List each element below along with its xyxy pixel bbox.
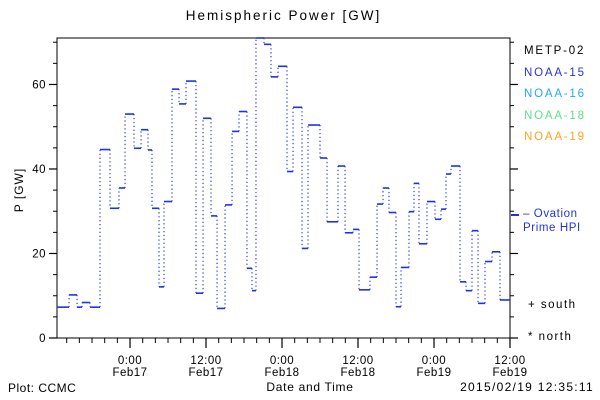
series-legend-line2: Prime HPI <box>523 222 581 234</box>
series-legend-line1: – Ovation <box>523 208 578 220</box>
y-tick-label: 20 <box>32 248 46 260</box>
x-tick-label-time: 0:00 <box>118 355 142 367</box>
y-tick-label: 60 <box>32 79 46 91</box>
marker-key-south: + south <box>528 299 577 311</box>
x-tick-label-date: Feb18 <box>340 367 375 379</box>
y-tick-label: 0 <box>39 333 46 345</box>
x-tick-label-date: Feb19 <box>416 367 451 379</box>
plot-timestamp: 2015/02/19 12:35:11 <box>460 380 594 394</box>
marker-key-north: * north <box>528 331 573 343</box>
legend-item-noaa-15: NOAA-15 <box>524 66 586 79</box>
x-tick-label-date: Feb17 <box>188 367 223 379</box>
legend-item-metp-02: METP-02 <box>524 45 586 57</box>
x-tick-label-time: 12:00 <box>342 355 373 367</box>
satellite-legend: METP-02 NOAA-15 NOAA-16 NOAA-18 NOAA-19 <box>524 45 598 153</box>
x-tick-label-time: 0:00 <box>422 355 446 367</box>
y-axis-label: P [GW] <box>12 167 26 213</box>
legend-item-noaa-16: NOAA-16 <box>524 88 586 100</box>
x-tick-label-date: Feb18 <box>264 367 299 379</box>
x-tick-label-date: Feb17 <box>112 367 147 379</box>
x-tick-label-time: 0:00 <box>270 355 294 367</box>
plot-credit: Plot: CCMC <box>8 381 77 395</box>
x-tick-label-time: 12:00 <box>494 355 525 367</box>
x-axis-label: Date and Time <box>266 380 354 394</box>
y-tick-label: 40 <box>32 164 46 176</box>
line-style-sample-dash <box>511 214 519 216</box>
legend-item-noaa-19: NOAA-19 <box>524 131 586 143</box>
chart-title: Hemispheric Power [GW] <box>185 8 382 23</box>
plot-border <box>56 37 511 339</box>
x-tick-label-date: Feb19 <box>492 367 527 379</box>
series-legend-ovation-prime-hpi: – Ovation Prime HPI <box>523 207 599 235</box>
x-tick-label-time: 12:00 <box>190 355 221 367</box>
legend-item-noaa-18: NOAA-18 <box>524 109 586 122</box>
